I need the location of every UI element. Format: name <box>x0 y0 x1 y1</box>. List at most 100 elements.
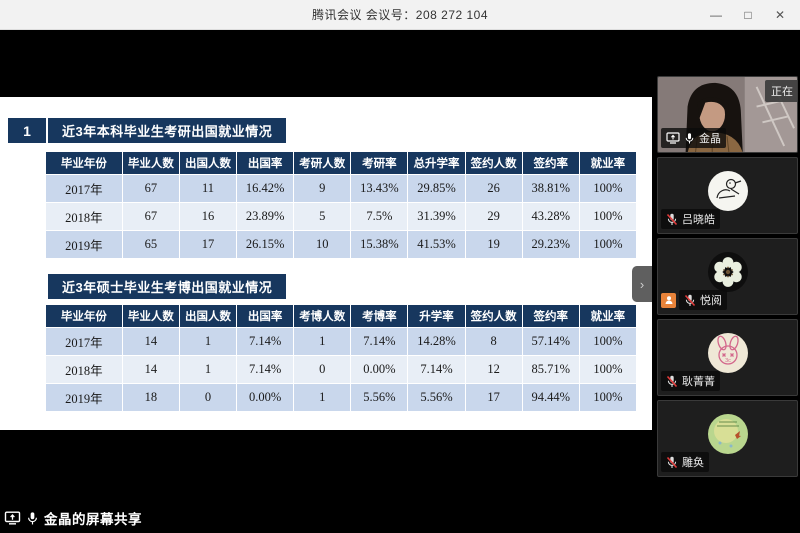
table-cell: 2018年 <box>45 202 123 231</box>
table-cell: 14 <box>121 355 180 384</box>
column-header: 考博人数 <box>293 304 352 328</box>
mic-muted-icon <box>684 294 696 306</box>
table-cell: 7.14% <box>236 327 295 356</box>
table-cell: 13.43% <box>350 174 409 203</box>
mic-on-icon <box>28 511 37 524</box>
table-cell: 1 <box>293 327 352 356</box>
participant-tile-gengjingjing[interactable]: 3c 耿菁菁 <box>657 319 798 396</box>
table-cell: 16 <box>178 202 238 231</box>
undergrad-employment-table: 毕业年份 毕业人数 出国人数 出国率 考研人数 考研率 总升学率 签约人数 签约率 就业率 201… <box>45 151 638 259</box>
mic-muted-icon <box>666 375 678 387</box>
table-cell: 9 <box>293 174 352 203</box>
screen-share-icon <box>4 511 21 525</box>
titlebar-title: 腾讯会议 会议号：208 272 104 <box>311 8 489 22</box>
participant-tile-lvxiaohao[interactable]: 吕晓皓 <box>657 157 798 234</box>
table-cell: 43.28% <box>521 202 580 231</box>
table-cell: 7.14% <box>407 355 466 384</box>
column-header: 毕业年份 <box>45 304 123 328</box>
participant-name: 耿菁菁 <box>682 376 715 388</box>
table-cell: 100% <box>578 174 638 203</box>
minimize-button[interactable]: — <box>710 8 722 22</box>
table-cell: 8 <box>464 327 523 356</box>
column-header: 毕业年份 <box>45 151 123 175</box>
table-cell: 2018年 <box>45 355 123 384</box>
table-header-row: 毕业年份 毕业人数 出国人数 出国率 考博人数 考博率 升学率 签约人数 签约率 就业率 <box>45 304 638 328</box>
window-controls: — □ ✕ <box>702 0 794 30</box>
table-row: 2019年 18 0 0.00% 1 5.56% 5.56% 17 94.44% 100% <box>45 383 638 412</box>
table-cell: 1 <box>293 383 352 412</box>
table-cell: 100% <box>578 202 638 231</box>
table-cell: 0.00% <box>350 355 409 384</box>
table-title-undergrad: 近3年本科毕业生考研出国就业情况 <box>48 118 287 143</box>
table-cell: 17 <box>178 230 238 259</box>
table-cell: 38.81% <box>521 174 580 203</box>
column-header: 出国率 <box>236 304 295 328</box>
column-header: 考研率 <box>350 151 409 175</box>
mic-muted-icon <box>666 456 678 468</box>
table-cell: 7.14% <box>236 355 295 384</box>
table-cell: 17 <box>464 383 523 412</box>
green-butterfly-avatar <box>707 414 748 454</box>
column-header: 签约人数 <box>464 151 523 175</box>
participant-tile-yueyue[interactable]: 悦阅 <box>657 238 798 315</box>
column-header: 考博率 <box>350 304 409 328</box>
table-cell: 67 <box>121 202 180 231</box>
table-cell: 57.14% <box>521 327 580 356</box>
pink-bunny-avatar: 3c <box>707 333 748 373</box>
table-cell: 18 <box>121 383 180 412</box>
white-flower-avatar <box>707 252 748 292</box>
table-cell: 14 <box>121 327 180 356</box>
participant-name: 金晶 <box>699 133 721 145</box>
share-status-bar: 金晶的屏幕共享 <box>4 506 142 530</box>
column-header: 就业率 <box>578 304 638 328</box>
table-cell: 5.56% <box>407 383 466 412</box>
table-cell: 1 <box>178 327 238 356</box>
speaking-status-badge: 正在 <box>765 80 797 102</box>
table-cell: 29 <box>464 202 523 231</box>
shared-screen-slide: 1 近3年本科毕业生考研出国就业情况 毕业年份 毕业人数 出国人数 出国率 考研人数 考研… <box>0 97 652 430</box>
participant-name: 吕晓皓 <box>682 214 715 226</box>
table-row: 2019年 65 17 26.15% 10 15.38% 41.53% 19 29.23% 100… <box>45 230 638 259</box>
column-header: 出国人数 <box>178 304 238 328</box>
participant-tile-diaohuan[interactable]: 雕奂 <box>657 400 798 477</box>
table-cell: 2019年 <box>45 230 123 259</box>
table-cell: 15.38% <box>350 230 409 259</box>
table-cell: 0 <box>178 383 238 412</box>
column-header: 毕业人数 <box>121 151 180 175</box>
masters-employment-table: 毕业年份 毕业人数 出国人数 出国率 考博人数 考博率 升学率 签约人数 签约率 就业率 2017… <box>45 304 638 412</box>
column-header: 考研人数 <box>293 151 352 175</box>
table-cell: 19 <box>464 230 523 259</box>
column-header: 签约率 <box>521 151 580 175</box>
maximize-button[interactable]: □ <box>744 8 752 22</box>
column-header: 出国人数 <box>178 151 238 175</box>
mic-muted-icon <box>666 213 678 225</box>
column-header: 就业率 <box>578 151 638 175</box>
table-row: 2018年 67 16 23.89% 5 7.5% 31.39% 29 43.28% 100% <box>45 202 638 231</box>
table-cell: 31.39% <box>407 202 466 231</box>
mic-on-icon <box>685 132 694 144</box>
person-icon <box>665 296 672 304</box>
share-status-label: 金晶的屏幕共享 <box>44 512 142 527</box>
table-cell: 10 <box>293 230 352 259</box>
table-cell: 100% <box>578 383 638 412</box>
table-cell: 7.5% <box>350 202 409 231</box>
table-cell: 12 <box>464 355 523 384</box>
table-cell: 65 <box>121 230 180 259</box>
table-cell: 0 <box>293 355 352 384</box>
table-cell: 7.14% <box>350 327 409 356</box>
table-cell: 14.28% <box>407 327 466 356</box>
table-cell: 94.44% <box>521 383 580 412</box>
table-row: 2017年 67 11 16.42% 9 13.43% 29.85% 26 38.81% 100% <box>45 174 638 203</box>
sidebar-expand-chevron[interactable]: › <box>632 266 652 302</box>
titlebar: 腾讯会议 会议号：208 272 104 — □ ✕ <box>0 0 800 30</box>
close-button[interactable]: ✕ <box>774 8 786 22</box>
participant-tile-jinjing[interactable]: 正在 金晶 <box>657 76 798 153</box>
section-number: 1 <box>8 118 46 143</box>
table-cell: 26.15% <box>236 230 295 259</box>
table-cell: 67 <box>121 174 180 203</box>
column-header: 毕业人数 <box>121 304 180 328</box>
table-cell: 100% <box>578 355 638 384</box>
column-header: 签约人数 <box>464 304 523 328</box>
table-cell: 16.42% <box>236 174 295 203</box>
table-cell: 5 <box>293 202 352 231</box>
